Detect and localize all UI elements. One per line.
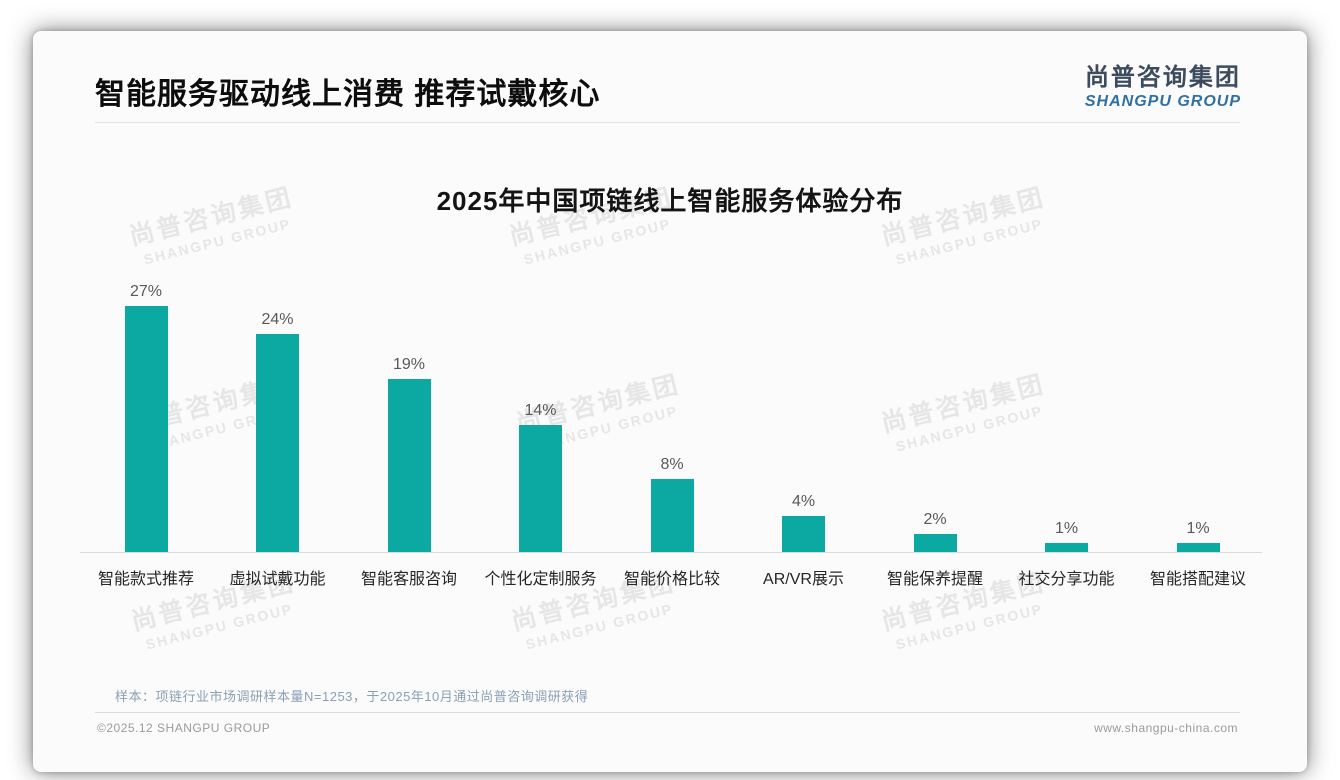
bar-category-label: 智能价格比较 [623,571,720,588]
watermark-en-text: SHANGPU GROUP [142,215,293,268]
bar-category-label: 虚拟试戴功能 [229,571,326,588]
bar [124,306,168,552]
watermark-en-text: SHANGPU GROUP [522,215,673,268]
bar-category-label: AR/VR展示 [763,571,844,588]
watermark-en-text: SHANGPU GROUP [894,600,1045,653]
bar [782,515,825,552]
bar-slot: 8% 智能价格比较 [607,276,737,588]
watermark-en-text: SHANGPU GROUP [894,215,1045,268]
bar [1176,542,1220,552]
page-title: 智能服务驱动线上消费 推荐试戴核心 [95,78,601,111]
bar-category-label: 智能款式推荐 [97,571,194,588]
bar-slot: 1% 智能搭配建议 [1133,276,1263,588]
bar [650,479,694,552]
bar-slot: 27% 智能款式推荐 [81,276,211,588]
bar-chart: 27% 智能款式推荐 24% 虚拟试戴功能 19% 智能客服咨询 14% 个性化定制服务 8% 智… [80,276,1263,588]
brand-logo: 尚普咨询集团 SHANGPU GROUP [1085,57,1241,111]
bar-slot: 14% 个性化定制服务 [476,276,606,588]
sample-note: 样本：项链行业市场调研样本量N=1253，于2025年10月通过尚普咨询调研获得 [115,689,589,704]
bar-category-label: 智能客服咨询 [360,571,457,588]
bar-value-label: 27% [129,283,163,301]
brand-logo-en-text: SHANGPU GROUP [1084,93,1241,110]
bar-value-label: 1% [1054,519,1079,537]
copyright-text: ©2025.12 SHANGPU GROUP [97,721,271,735]
slide-card: 尚普咨询集团 SHANGPU GROUP 尚普咨询集团 SHANGPU GROUP 尚普… [33,31,1307,772]
bar-slot: 24% 虚拟试戴功能 [213,276,343,588]
header-divider [95,122,1240,123]
bar-value-label: 2% [923,510,947,528]
footer-divider [95,712,1240,713]
bar-category-label: 智能保养提醒 [886,571,983,588]
bar-value-label: 4% [791,492,816,510]
brand-logo-cn-text: 尚普咨询集团 [1084,64,1241,91]
bar-category-label: 智能搭配建议 [1149,571,1246,588]
website-link: www.shangpu-china.com [1094,721,1238,735]
bar [1045,542,1088,552]
bar-value-label: 19% [392,356,426,374]
bar [913,533,957,552]
bar-slot: 1% 社交分享功能 [1002,276,1132,588]
bar [519,424,562,552]
bar-category-label: 个性化定制服务 [484,571,597,588]
bar-value-label: 8% [660,456,684,474]
watermark-en-text: SHANGPU GROUP [524,600,675,653]
bar [256,333,299,552]
bar-slot: 4% AR/VR展示 [739,276,869,588]
bar-slot: 2% 智能保养提醒 [870,276,1000,588]
chart-title: 2025年中国项链线上智能服务体验分布 [436,186,904,216]
bar-slot: 19% 智能客服咨询 [344,276,474,588]
bar-value-label: 1% [1186,519,1210,537]
bar-value-label: 14% [524,401,557,419]
bar-category-label: 社交分享功能 [1018,571,1115,588]
bar-value-label: 24% [261,310,294,328]
bar [387,379,431,552]
watermark-en-text: SHANGPU GROUP [144,600,295,653]
